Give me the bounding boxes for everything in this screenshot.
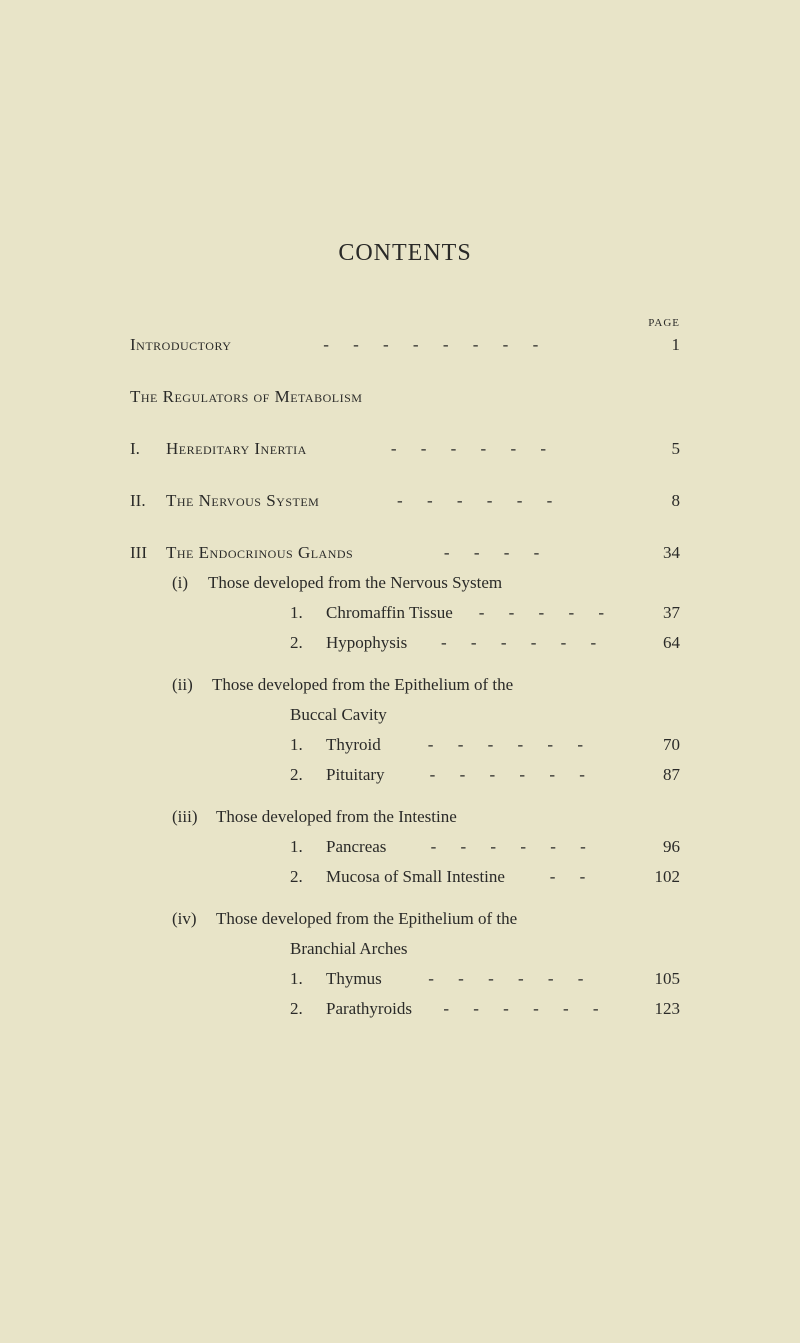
- row-leader: - - - - - -: [412, 999, 640, 1019]
- row-label: Thymus: [326, 969, 382, 989]
- toc-row-III: III The Endocrinous Glands - - - - 34: [130, 543, 680, 563]
- row-num: 1.: [290, 603, 326, 623]
- row-leader: - - - - - -: [381, 735, 640, 755]
- toc-row-iii1: 1. Pancreas - - - - - - 96: [130, 837, 680, 857]
- toc-row-iv-sub: Branchial Arches: [130, 939, 680, 959]
- row-label: Chromaffin Tissue: [326, 603, 453, 623]
- row-label: Those developed from the Nervous System: [208, 573, 502, 593]
- row-leader: - - - - - -: [407, 633, 640, 653]
- row-num: 1.: [290, 735, 326, 755]
- row-page: 70: [640, 735, 680, 755]
- row-page: 64: [640, 633, 680, 653]
- row-leader: - - - - - -: [307, 439, 640, 459]
- toc-row-regulators: The Regulators of Metabolism: [130, 387, 680, 407]
- toc-row-iv2: 2. Parathyroids - - - - - - 123: [130, 999, 680, 1019]
- toc-row-i: (i) Those developed from the Nervous Sys…: [130, 573, 680, 593]
- row-num: 1.: [290, 837, 326, 857]
- row-label: Hypophysis: [326, 633, 407, 653]
- row-leader: - -: [505, 867, 640, 887]
- row-page: 1: [640, 335, 680, 355]
- toc-row-ii1: 1. Thyroid - - - - - - 70: [130, 735, 680, 755]
- row-num: 2.: [290, 765, 326, 785]
- row-label: The Nervous System: [166, 491, 319, 511]
- toc-row-ii: (ii) Those developed from the Epithelium…: [130, 675, 680, 695]
- row-page: 87: [640, 765, 680, 785]
- row-label: Pancreas: [326, 837, 386, 857]
- row-label: Those developed from the Intestine: [216, 807, 457, 827]
- row-num: (ii): [172, 675, 212, 695]
- row-page: 34: [640, 543, 680, 563]
- row-leader: - - - - - - - -: [231, 335, 640, 355]
- row-num: II.: [130, 491, 166, 511]
- row-leader: - - - - -: [453, 603, 640, 623]
- row-page: 102: [640, 867, 680, 887]
- toc-row-iii: (iii) Those developed from the Intestine: [130, 807, 680, 827]
- toc-row-i2: 2. Hypophysis - - - - - - 64: [130, 633, 680, 653]
- toc-row-iv: (iv) Those developed from the Epithelium…: [130, 909, 680, 929]
- row-num: (iii): [172, 807, 216, 827]
- row-num: 2.: [290, 999, 326, 1019]
- row-leader: - - - -: [353, 543, 640, 563]
- row-page: 96: [640, 837, 680, 857]
- toc-row-I: I. Hereditary Inertia - - - - - - 5: [130, 439, 680, 459]
- row-label: Thyroid: [326, 735, 381, 755]
- row-page: 8: [640, 491, 680, 511]
- row-label: Mucosa of Small Intestine: [326, 867, 505, 887]
- row-label: Pituitary: [326, 765, 385, 785]
- row-leader: - - - - - -: [382, 969, 640, 989]
- toc-row-II: II. The Nervous System - - - - - - 8: [130, 491, 680, 511]
- toc-row-ii-sub: Buccal Cavity: [130, 705, 680, 725]
- row-label: Introductory: [130, 335, 231, 355]
- row-leader: - - - - - -: [386, 837, 640, 857]
- row-num: (iv): [172, 909, 216, 929]
- toc-row-introductory: Introductory - - - - - - - - 1: [130, 335, 680, 355]
- toc-row-iii2: 2. Mucosa of Small Intestine - - 102: [130, 867, 680, 887]
- toc-row-iv1: 1. Thymus - - - - - - 105: [130, 969, 680, 989]
- row-label: Those developed from the Epithelium of t…: [216, 909, 517, 929]
- row-num: 2.: [290, 867, 326, 887]
- row-page: 5: [640, 439, 680, 459]
- row-label: The Endocrinous Glands: [166, 543, 353, 563]
- row-num: I.: [130, 439, 166, 459]
- page-column-header: PAGE: [130, 317, 680, 329]
- toc-row-ii2: 2. Pituitary - - - - - - 87: [130, 765, 680, 785]
- row-label: Hereditary Inertia: [166, 439, 307, 459]
- row-label: Parathyroids: [326, 999, 412, 1019]
- row-label: Those developed from the Epithelium of t…: [212, 675, 513, 695]
- row-page: 123: [640, 999, 680, 1019]
- row-leader: - - - - - -: [319, 491, 640, 511]
- contents-title: CONTENTS: [130, 240, 680, 267]
- row-label: The Regulators of Metabolism: [130, 387, 362, 407]
- row-page: 37: [640, 603, 680, 623]
- page-container: CONTENTS PAGE Introductory - - - - - - -…: [0, 0, 800, 1129]
- row-leader: - - - - - -: [385, 765, 640, 785]
- row-num: 2.: [290, 633, 326, 653]
- row-num: 1.: [290, 969, 326, 989]
- row-page: 105: [640, 969, 680, 989]
- row-num: (i): [172, 573, 208, 593]
- row-num: III: [130, 543, 166, 563]
- toc-row-i1: 1. Chromaffin Tissue - - - - - 37: [130, 603, 680, 623]
